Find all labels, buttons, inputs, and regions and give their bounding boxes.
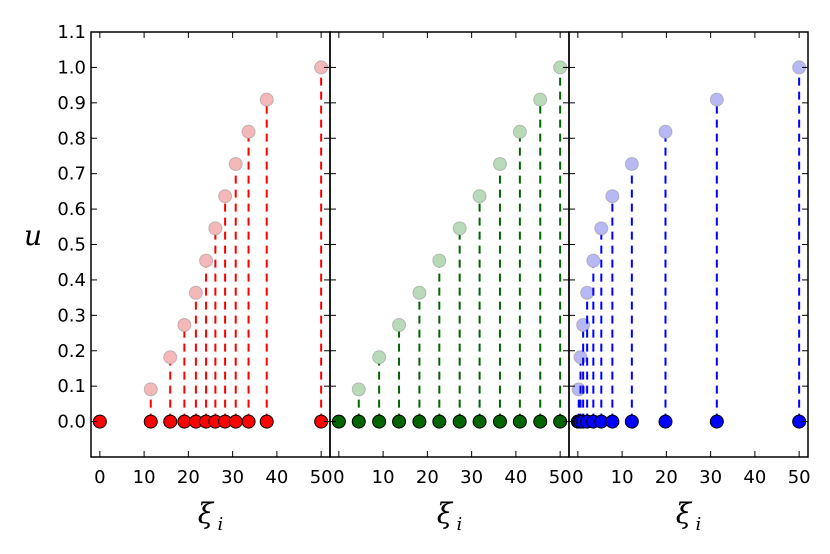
x-tick-label: 0 (572, 467, 583, 488)
x-tick-label: 0 (333, 467, 344, 488)
y-tick-label: 0.3 (57, 305, 86, 326)
value-point (199, 253, 214, 268)
x-tick-label: 20 (655, 467, 678, 488)
node-point (241, 414, 256, 429)
value-point (472, 189, 487, 204)
value-point (492, 156, 507, 171)
node-point (512, 414, 527, 429)
value-point (571, 382, 586, 397)
x-tick-label: 40 (504, 467, 527, 488)
value-point (143, 382, 158, 397)
x-tick-label: 0 (94, 467, 105, 488)
value-point (351, 382, 366, 397)
node-point (452, 414, 467, 429)
x-axis-label-subscript: i (696, 514, 702, 535)
x-tick-label: 50 (549, 467, 572, 488)
value-point (580, 285, 595, 300)
value-point (432, 253, 447, 268)
node-point (228, 414, 243, 429)
value-point (709, 92, 724, 107)
node-point (624, 414, 639, 429)
x-axis-label-subscript: i (457, 514, 463, 535)
y-tick-label: 0.0 (57, 412, 86, 433)
value-point (533, 92, 548, 107)
panel-1 (92, 60, 329, 429)
x-axis-label: ξ (437, 497, 454, 530)
x-tick-label: 50 (788, 467, 811, 488)
y-tick-label: 0.8 (57, 128, 86, 149)
y-tick-label: 0.6 (57, 199, 86, 220)
value-point (412, 285, 427, 300)
x-tick-label: 30 (460, 467, 483, 488)
x-tick-label: 30 (221, 467, 244, 488)
value-point (372, 350, 387, 365)
value-point (658, 124, 673, 139)
x-tick-label: 20 (177, 467, 200, 488)
x-tick-label: 50 (310, 467, 333, 488)
y-tick-label: 0.7 (57, 164, 86, 185)
chart-axes: 0 10 20 30 40 50ξ i0 10 20 30 40 50ξ i0 10 20 30 40 50ξ i0… (57, 22, 810, 535)
value-point (586, 253, 601, 268)
node-point (492, 414, 507, 429)
x-tick-label: 30 (699, 467, 722, 488)
y-tick-label: 0.2 (57, 341, 86, 362)
x-axis-label: ξ (676, 497, 693, 530)
value-point (259, 92, 274, 107)
node-point (605, 414, 620, 429)
x-tick-label: 10 (611, 467, 634, 488)
value-point (208, 221, 223, 236)
chart-marks (92, 60, 807, 429)
node-point (143, 414, 158, 429)
node-point (658, 414, 673, 429)
y-tick-label: 0.9 (57, 93, 86, 114)
x-tick-label: 10 (372, 467, 395, 488)
node-point (472, 414, 487, 429)
node-point (533, 414, 548, 429)
panel-frame (329, 31, 570, 458)
panel-3 (570, 60, 807, 429)
value-point (228, 156, 243, 171)
value-point (594, 221, 609, 236)
y-tick-label: 0.5 (57, 235, 86, 256)
node-point (709, 414, 724, 429)
value-point (188, 285, 203, 300)
y-axis-label: u (24, 219, 42, 252)
y-tick-label: 1.1 (57, 22, 86, 43)
value-point (605, 189, 620, 204)
x-tick-label: 40 (265, 467, 288, 488)
value-point (573, 350, 588, 365)
node-point (392, 414, 407, 429)
node-point (412, 414, 427, 429)
value-point (452, 221, 467, 236)
value-point (163, 350, 178, 365)
x-tick-label: 40 (743, 467, 766, 488)
y-tick-label: 0.4 (57, 270, 86, 291)
y-tick-label: 1.0 (57, 57, 86, 78)
node-point (163, 414, 178, 429)
value-point (624, 156, 639, 171)
x-tick-label: 10 (133, 467, 156, 488)
node-point (372, 414, 387, 429)
x-axis-label-subscript: i (218, 514, 224, 535)
value-point (241, 124, 256, 139)
node-point (351, 414, 366, 429)
value-point (392, 318, 407, 333)
value-point (512, 124, 527, 139)
panel-2 (331, 60, 568, 429)
value-point (177, 318, 192, 333)
x-tick-label: 20 (416, 467, 439, 488)
y-tick-label: 0.1 (57, 376, 86, 397)
panel-frame (568, 31, 809, 458)
value-point (218, 189, 233, 204)
panel-frame (90, 31, 331, 458)
node-point (259, 414, 274, 429)
x-axis-label: ξ (198, 497, 215, 530)
node-point (432, 414, 447, 429)
